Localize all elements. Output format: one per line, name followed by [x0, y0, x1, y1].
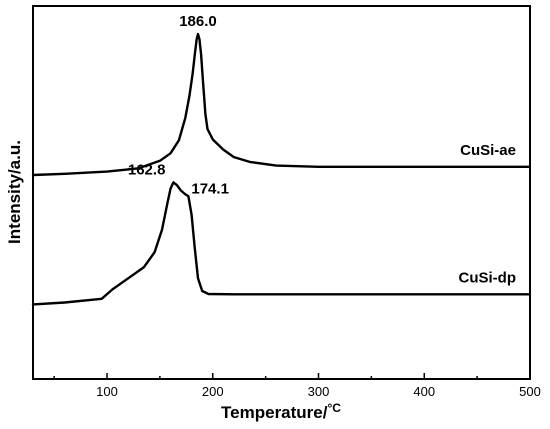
x-axis-ticks [53, 373, 531, 379]
x-axis-label-text: Temperature/ [221, 403, 328, 422]
peak-annotations: 186.0 162.8 174.1 [128, 13, 229, 197]
x-tick-label: 300 [308, 384, 330, 399]
series-lines [31, 32, 532, 306]
x-tick-label: 200 [202, 384, 224, 399]
x-tick-label: 400 [413, 384, 435, 399]
peak-label: 162.8 [128, 161, 166, 178]
peak-label: 186.0 [179, 13, 217, 30]
series-line-cusi-ae [31, 32, 532, 177]
series-label-cusi-ae: CuSi-ae [460, 142, 516, 159]
x-axis-tick-labels: 100 200 300 400 500 [96, 384, 541, 399]
y-axis-label: Intensity/a.u. [5, 140, 24, 244]
x-axis-degree: °C [327, 401, 341, 415]
peak-label: 174.1 [191, 180, 229, 197]
x-tick-label: 100 [96, 384, 118, 399]
plot-frame [32, 5, 531, 380]
series-labels: CuSi-ae CuSi-dp [459, 142, 517, 287]
x-tick-label: 500 [519, 384, 541, 399]
series-line-cusi-dp [31, 181, 532, 306]
x-axis-label: Temperature/°C [221, 401, 341, 422]
series-label-cusi-dp: CuSi-dp [459, 269, 517, 286]
